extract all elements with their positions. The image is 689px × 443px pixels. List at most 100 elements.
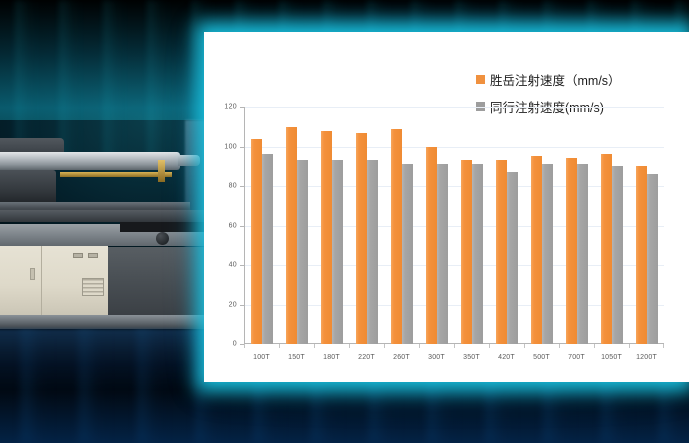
bar-series-1[interactable] bbox=[460, 160, 472, 344]
bar-series-1[interactable] bbox=[285, 126, 297, 344]
x-axis-tick-label: 420T bbox=[498, 354, 515, 361]
machine-cabinet-seam bbox=[41, 246, 42, 318]
bar-series-2[interactable] bbox=[506, 172, 518, 344]
bar-series-2[interactable] bbox=[296, 160, 308, 344]
bar-group: 1050T bbox=[594, 107, 629, 361]
bar-group: 1200T bbox=[629, 107, 664, 361]
legend-label-series-1: 胜岳注射速度（mm/s） bbox=[490, 74, 621, 88]
x-axis-tick-end bbox=[663, 344, 664, 348]
y-axis-tick-label: 20 bbox=[228, 301, 237, 308]
bar-group: 260T bbox=[384, 107, 419, 361]
bar-series-2[interactable] bbox=[436, 164, 448, 344]
x-axis-tick bbox=[489, 344, 490, 348]
x-axis-tick bbox=[384, 344, 385, 348]
bar-series-2[interactable] bbox=[331, 160, 343, 344]
x-axis-tick bbox=[629, 344, 630, 348]
injection-molding-machine-photo bbox=[0, 120, 225, 389]
y-axis-tick bbox=[240, 265, 244, 266]
x-axis-tick bbox=[244, 344, 245, 348]
machine-injection-barrel bbox=[0, 152, 180, 170]
bar-series-1[interactable] bbox=[390, 128, 402, 344]
machine-cabinet-button-left bbox=[73, 253, 83, 258]
bar-series-1[interactable] bbox=[530, 156, 542, 344]
legend-item-series-2[interactable]: 同行注射速度(mm/s) bbox=[476, 97, 621, 116]
bar-series-1[interactable] bbox=[600, 154, 612, 344]
x-axis-tick bbox=[419, 344, 420, 348]
x-axis-tick bbox=[314, 344, 315, 348]
bar-series-2[interactable] bbox=[541, 164, 553, 344]
bar-series-1[interactable] bbox=[635, 166, 647, 344]
chart-legend: 胜岳注射速度（mm/s） 同行注射速度(mm/s) bbox=[476, 70, 621, 116]
machine-cabinet-button-right bbox=[88, 253, 98, 258]
machine-dark-panel bbox=[120, 222, 220, 232]
x-axis-tick-label: 500T bbox=[533, 354, 550, 361]
x-axis-tick bbox=[559, 344, 560, 348]
machine-drive-block bbox=[0, 170, 56, 206]
bar-series-layer: 100T 150T 180T 220T 260T 300T 350T 420T 500T 700T… bbox=[244, 107, 664, 361]
y-axis-line bbox=[244, 107, 245, 344]
x-axis-tick bbox=[279, 344, 280, 348]
bar-series-1[interactable] bbox=[250, 138, 262, 344]
bar-series-1[interactable] bbox=[495, 160, 507, 344]
gridline bbox=[245, 265, 664, 266]
x-axis-tick-label: 220T bbox=[358, 354, 375, 361]
y-axis-tick-label: 100 bbox=[224, 143, 237, 150]
bar-series-1[interactable] bbox=[355, 132, 367, 344]
bar-series-2[interactable] bbox=[401, 164, 413, 344]
x-axis-tick-label: 1050T bbox=[601, 354, 622, 361]
machine-base-frame bbox=[0, 315, 225, 329]
bar-series-2[interactable] bbox=[646, 174, 658, 344]
machine-round-knob bbox=[156, 232, 169, 245]
bar-series-1[interactable] bbox=[320, 130, 332, 344]
gridline bbox=[245, 146, 664, 148]
y-axis-tick bbox=[240, 225, 244, 227]
bar-group: 180T bbox=[314, 107, 349, 361]
bar-group: 700T bbox=[559, 107, 594, 361]
x-axis-tick-label: 1200T bbox=[636, 354, 657, 361]
bar-series-2[interactable] bbox=[611, 166, 623, 344]
y-axis-tick-label: 0 bbox=[232, 340, 237, 348]
x-axis-tick-label: 260T bbox=[393, 354, 410, 361]
legend-item-series-1[interactable]: 胜岳注射速度（mm/s） bbox=[476, 70, 621, 89]
machine-brass-rod bbox=[60, 172, 172, 177]
legend-swatch-icon-series-1 bbox=[476, 75, 485, 84]
bar-series-1[interactable] bbox=[425, 146, 437, 344]
bar-group: 100T bbox=[244, 107, 279, 361]
machine-cabinet-vent bbox=[82, 278, 104, 296]
y-axis-tick bbox=[240, 186, 244, 187]
machine-cabinet-handle bbox=[30, 268, 35, 280]
x-axis-tick-label: 150T bbox=[288, 354, 305, 361]
bar-series-2[interactable] bbox=[261, 154, 273, 344]
machine-brass-fitting bbox=[158, 160, 165, 182]
bar-series-2[interactable] bbox=[366, 160, 378, 344]
y-axis-tick bbox=[240, 344, 244, 345]
gridline bbox=[245, 107, 664, 108]
bar-group: 500T bbox=[524, 107, 559, 361]
gridline bbox=[245, 225, 664, 227]
bar-group: 300T bbox=[419, 107, 454, 361]
x-axis-tick-label: 700T bbox=[568, 354, 585, 361]
y-axis-tick-label: 60 bbox=[228, 222, 237, 229]
bar-group: 420T bbox=[489, 107, 524, 361]
x-axis-tick-label: 300T bbox=[428, 354, 445, 361]
y-axis-tick-label: 120 bbox=[224, 103, 237, 111]
legend-label-series-2: 同行注射速度(mm/s) bbox=[490, 101, 604, 115]
plot-area: 0 20 40 60 80 100 120 100T 150T 180T 220T 260T 300T… bbox=[224, 104, 664, 361]
x-axis-tick bbox=[454, 344, 455, 348]
x-axis-tick bbox=[594, 344, 595, 348]
gridline bbox=[245, 304, 664, 306]
x-axis-tick bbox=[524, 344, 525, 348]
legend-swatch-icon-series-2 bbox=[476, 102, 485, 111]
bar-series-1[interactable] bbox=[565, 158, 577, 344]
bar-group: 350T bbox=[454, 107, 489, 361]
y-axis-tick bbox=[240, 146, 244, 148]
bar-series-2[interactable] bbox=[576, 164, 588, 344]
bar-group: 220T bbox=[349, 107, 384, 361]
y-axis-tick bbox=[240, 107, 244, 108]
bar-series-2[interactable] bbox=[471, 164, 483, 344]
x-axis-tick-label: 100T bbox=[253, 354, 270, 361]
machine-rail-lower bbox=[0, 210, 220, 222]
chart-panel: 胜岳注射速度（mm/s） 同行注射速度(mm/s) 0 20 40 60 80 100 12… bbox=[204, 32, 689, 382]
gridline bbox=[245, 186, 664, 187]
